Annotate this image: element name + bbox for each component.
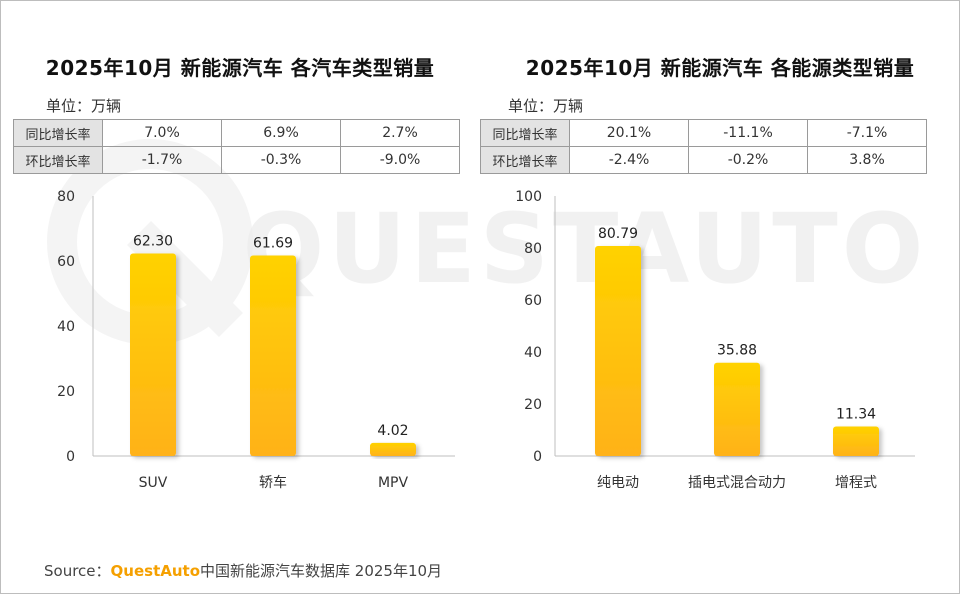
data-label: 11.34	[836, 407, 876, 423]
y-tick-label: 100	[515, 189, 542, 205]
rate-table: 同比增长率 20.1% -11.1% -7.1% 环比增长率 -2.4% -0.…	[480, 119, 927, 174]
y-tick-label: 40	[524, 345, 542, 361]
yoy-label: 同比增长率	[480, 119, 570, 147]
y-tick-label: 40	[57, 319, 75, 335]
bar-chart-energy-type: 0 20 40 60 80 100 80.79 纯电动 35.88 插电式混合动力 11.34 增程式	[515, 189, 915, 491]
mom-value: -2.4%	[569, 146, 689, 174]
bar-chart-vehicle-type: 0 20 40 60 80 62.30 SUV 61.69 轿车 4.02 MPV	[57, 189, 455, 491]
mom-label: 环比增长率	[480, 146, 570, 174]
data-label: 62.30	[133, 234, 173, 250]
yoy-row: 同比增长率 7.0% 6.9% 2.7%	[13, 119, 460, 147]
bar	[595, 245, 641, 456]
x-tick-label: SUV	[139, 475, 168, 491]
x-tick-label: 插电式混合动力	[688, 475, 786, 491]
x-tick-label: 增程式	[835, 475, 877, 491]
data-label: 80.79	[598, 226, 638, 242]
mom-value: 3.8%	[807, 146, 927, 174]
y-tick-label: 80	[524, 241, 542, 257]
bar	[370, 442, 416, 456]
y-tick-label: 60	[57, 254, 75, 270]
unit-label: 单位：万辆	[508, 97, 584, 115]
y-tick-label: 80	[57, 189, 75, 205]
bar	[130, 253, 176, 456]
data-label: 61.69	[253, 236, 293, 252]
rate-table: 同比增长率 7.0% 6.9% 2.7% 环比增长率 -1.7% -0.3% -…	[13, 119, 460, 174]
yoy-value: 6.9%	[221, 119, 341, 147]
x-tick-label: 轿车	[259, 474, 287, 491]
x-tick-label: 纯电动	[597, 475, 639, 491]
unit-label: 单位：万辆	[46, 97, 122, 115]
yoy-value: -11.1%	[688, 119, 808, 147]
panel-vehicle-type: 2025年10月 新能源汽车 各汽车类型销量 单位：万辆 同比增长率 7.0% …	[0, 0, 480, 560]
bar	[250, 255, 296, 456]
chart-title: 2025年10月 新能源汽车 各汽车类型销量	[45, 56, 435, 80]
yoy-value: 7.0%	[102, 119, 222, 147]
bar	[833, 426, 879, 456]
x-tick-label: MPV	[378, 475, 409, 491]
mom-row: 环比增长率 -1.7% -0.3% -9.0%	[13, 146, 460, 174]
source-text: 中国新能源汽车数据库 2025年10月	[200, 562, 443, 580]
data-label: 35.88	[717, 343, 757, 359]
y-tick-label: 60	[524, 293, 542, 309]
source-prefix: Source：	[44, 562, 111, 580]
yoy-value: 20.1%	[569, 119, 689, 147]
yoy-label: 同比增长率	[13, 119, 103, 147]
mom-value: -1.7%	[102, 146, 222, 174]
yoy-value: 2.7%	[340, 119, 460, 147]
mom-value: -0.2%	[688, 146, 808, 174]
y-tick-label: 20	[524, 397, 542, 413]
y-tick-label: 0	[66, 449, 75, 465]
bar	[714, 362, 760, 456]
yoy-value: -7.1%	[807, 119, 927, 147]
source-brand: QuestAuto	[110, 562, 200, 580]
chart-title: 2025年10月 新能源汽车 各能源类型销量	[525, 56, 915, 80]
source-line: Source：QuestAuto中国新能源汽车数据库 2025年10月	[44, 560, 442, 581]
y-tick-label: 0	[533, 449, 542, 465]
y-tick-label: 20	[57, 384, 75, 400]
mom-value: -0.3%	[221, 146, 341, 174]
mom-label: 环比增长率	[13, 146, 103, 174]
mom-row: 环比增长率 -2.4% -0.2% 3.8%	[480, 146, 927, 174]
panel-energy-type: 2025年10月 新能源汽车 各能源类型销量 单位：万辆 同比增长率 20.1%…	[480, 0, 960, 560]
yoy-row: 同比增长率 20.1% -11.1% -7.1%	[480, 119, 927, 147]
mom-value: -9.0%	[340, 146, 460, 174]
data-label: 4.02	[377, 423, 408, 439]
